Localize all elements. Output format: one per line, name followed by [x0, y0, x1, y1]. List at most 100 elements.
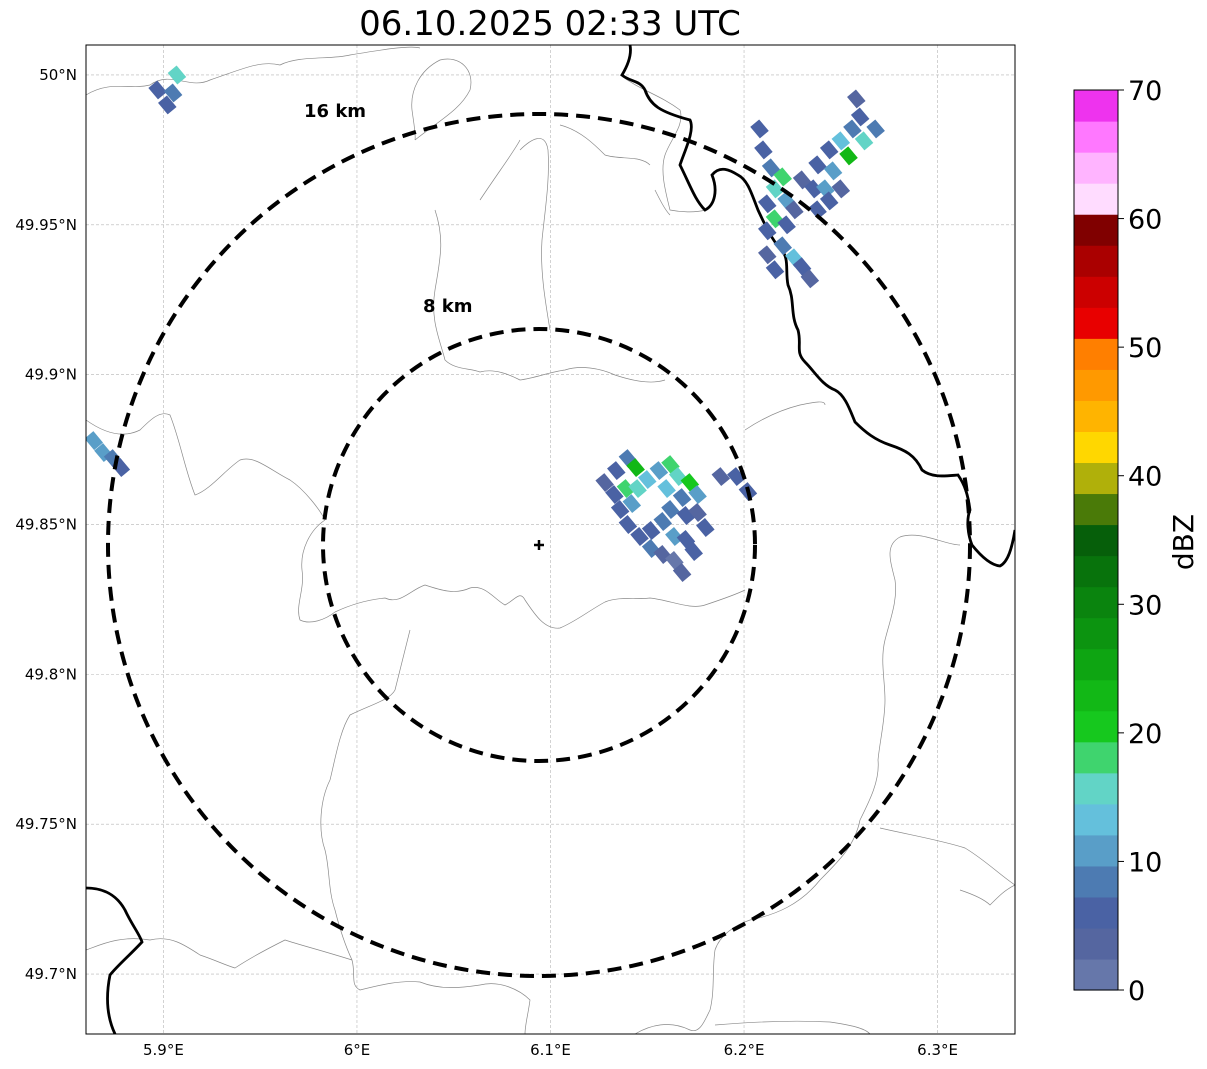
colorbar-tick-label: 60	[1128, 205, 1162, 236]
colorbar-bin	[1074, 276, 1118, 308]
echo-pixel	[672, 488, 692, 508]
echo-pixel	[657, 479, 676, 499]
echo-pixel	[761, 158, 781, 178]
colorbar-tick-label: 20	[1128, 719, 1162, 750]
echo-pixel	[773, 167, 793, 187]
echo-pixel	[86, 431, 104, 451]
admin-borders	[86, 46, 1015, 1034]
echo-pixel	[661, 500, 680, 520]
echo-pixel	[653, 512, 673, 531]
colorbar-bins	[1074, 90, 1118, 991]
echo-pixel	[711, 467, 731, 487]
echo-pixel	[684, 542, 703, 561]
colorbar-bin	[1074, 710, 1118, 743]
colorbar-frame	[1073, 89, 1119, 991]
echo-pixel	[808, 200, 827, 220]
echo-pixel	[792, 170, 812, 190]
colorbar-bin	[1074, 679, 1118, 712]
colorbar-bin	[1074, 121, 1118, 153]
colorbar-bin	[1074, 524, 1118, 557]
echo-pixel	[750, 119, 769, 139]
echo-pixel	[819, 191, 839, 211]
echo-pixel	[758, 194, 777, 214]
echo-pixel	[158, 95, 177, 115]
colorbar-bin	[1074, 214, 1118, 246]
lon-tick-label: 6.2°E	[724, 1041, 765, 1059]
colorbar-bin	[1074, 555, 1118, 588]
echo-pixel	[610, 500, 630, 520]
echo-pixel	[823, 161, 843, 181]
echo-pixel	[607, 461, 626, 481]
echo-pixel	[804, 179, 823, 199]
echo-pixel	[866, 119, 885, 139]
colorbar-label: dBZ	[1167, 514, 1200, 570]
colorbar-ticks: 0 10 20 30 40 50 60 70	[1118, 76, 1162, 1007]
range-ring-16km	[106, 112, 972, 978]
colorbar-bin	[1074, 90, 1118, 122]
colorbar-bin	[1074, 741, 1118, 774]
echo-pixel	[773, 236, 793, 256]
colorbar-bin	[1074, 865, 1118, 898]
colorbar-bin	[1074, 245, 1118, 277]
longitude-tick-labels: 5.9°E 6°E 6.1°E 6.2°E 6.3°E	[143, 1041, 958, 1059]
echo-pixel	[758, 221, 777, 241]
echo-pixel	[676, 506, 696, 525]
latitude-tick-labels: 50°N 49.95°N 49.9°N 49.85°N 49.8°N 49.75°N 49.…	[15, 66, 77, 983]
echo-pixel	[800, 269, 820, 289]
echo-pixel	[616, 479, 636, 499]
echo-pixel	[850, 107, 870, 127]
colorbar-bin	[1074, 307, 1118, 339]
echo-pixel	[628, 479, 647, 499]
echo-pixel	[649, 461, 669, 481]
colorbar-bin	[1074, 183, 1118, 215]
echo-pixel	[758, 245, 777, 265]
colorbar-bin	[1074, 927, 1118, 960]
colorbar-bin	[1074, 896, 1118, 929]
echo-pixel	[665, 527, 684, 546]
lat-tick-label: 49.95°N	[15, 216, 77, 234]
lat-tick-label: 49.8°N	[25, 665, 77, 683]
colorbar-tick-label: 50	[1128, 333, 1162, 364]
echo-pixel	[831, 179, 851, 199]
echo-pixel	[819, 140, 839, 160]
echo-pixel	[618, 515, 638, 534]
echo-pixel	[148, 80, 167, 100]
echo-pixel	[672, 562, 692, 582]
echo-pixel	[727, 467, 746, 487]
echo-pixel	[665, 551, 684, 570]
echo-pixel	[696, 518, 715, 537]
colorbar-tick-label: 0	[1128, 976, 1145, 1007]
lat-tick-label: 49.9°N	[25, 366, 77, 384]
echo-pixel	[688, 485, 707, 505]
colorbar-bin	[1074, 462, 1118, 495]
echo-pixel	[661, 455, 680, 475]
colorbar-bin	[1074, 834, 1118, 867]
echo-pixel	[680, 473, 700, 493]
colorbar-bin	[1074, 803, 1118, 836]
map-title: 06.10.2025 02:33 UTC	[359, 4, 741, 44]
echo-pixel	[630, 527, 649, 546]
echo-pixel	[777, 215, 796, 235]
colorbar-bin	[1074, 431, 1118, 464]
range-ring-8km	[321, 327, 757, 763]
lon-tick-label: 5.9°E	[143, 1041, 184, 1059]
echo-pixel	[688, 503, 707, 522]
map-frame	[85, 44, 1016, 1035]
colorbar: 0 10 20 30 40 50 60 70 dBZ	[1073, 76, 1200, 1007]
echo-pixel	[843, 119, 862, 139]
colorbar-bin	[1074, 772, 1118, 805]
colorbar-bin	[1074, 369, 1118, 401]
echo-pixel	[839, 146, 858, 166]
lat-tick-label: 49.85°N	[15, 516, 77, 534]
echo-pixel	[792, 257, 812, 277]
lat-tick-label: 49.7°N	[25, 965, 77, 983]
echo-pixel	[638, 470, 657, 490]
colorbar-bin	[1074, 493, 1118, 526]
lon-tick-label: 6.1°E	[530, 1041, 571, 1059]
colorbar-bin	[1074, 958, 1118, 991]
map-area[interactable]: 16 km 8 km	[84, 45, 1015, 1034]
echo-pixel	[785, 200, 804, 220]
lat-tick-label: 49.75°N	[15, 815, 77, 833]
echo-pixel	[754, 140, 773, 160]
